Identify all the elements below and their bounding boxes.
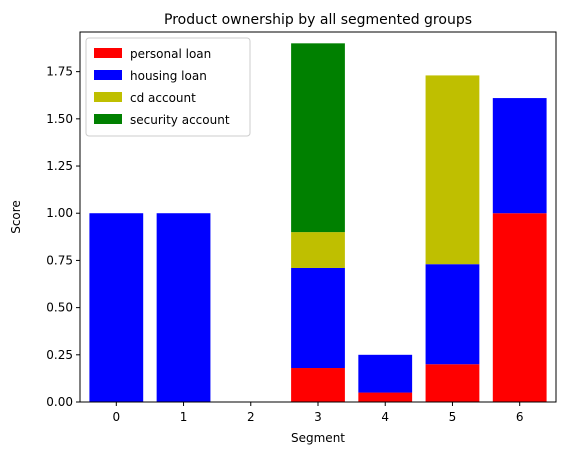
legend-swatch [94,48,122,58]
x-tick-label: 5 [449,410,457,424]
y-axis: 0.00 0.25 0.50 0.75 1.00 1.25 1.50 1.75 [46,65,80,409]
y-tick-label: 0.75 [46,253,73,267]
legend-swatch [94,70,122,80]
bar-housing-loan-3 [291,267,345,369]
legend-entry: security account [130,113,230,127]
x-tick-label: 0 [112,410,120,424]
x-tick-label: 6 [516,410,524,424]
y-axis-label: Score [9,200,23,234]
y-tick-label: 0.25 [46,348,73,362]
chart-title: Product ownership by all segmented group… [164,12,472,28]
legend-entry: housing loan [130,69,207,83]
bar-cd-account-3 [291,232,345,268]
x-tick-label: 1 [180,410,188,424]
bar-housing-loan-6 [492,98,547,214]
bar-security-account-3 [291,43,345,233]
y-tick-label: 1.50 [46,112,73,126]
x-axis-label: Segment [291,431,345,445]
bars-group [89,43,547,402]
bar-personal-loan-5 [425,364,480,402]
y-tick-label: 0.00 [46,395,73,409]
bar-personal-loan-4 [358,392,413,402]
bar-housing-loan-0 [89,213,144,402]
bar-housing-loan-5 [425,264,480,365]
legend-swatch [94,92,122,102]
legend: personal loan housing loan cd account secur… [85,37,251,137]
y-tick-label: 0.50 [46,301,73,315]
y-tick-label: 1.75 [46,65,73,79]
x-tick-label: 4 [381,410,389,424]
bar-housing-loan-1 [156,213,211,402]
y-tick-label: 1.00 [46,206,73,220]
x-axis: 0 1 2 3 4 5 6 [112,402,524,424]
bar-personal-loan-3 [291,368,345,402]
bar-cd-account-5 [425,75,480,265]
bar-housing-loan-4 [358,354,413,393]
legend-swatch [94,114,122,124]
x-tick-label: 3 [314,410,322,424]
y-tick-label: 1.25 [46,159,73,173]
x-tick-label: 2 [247,410,255,424]
legend-box [85,37,251,137]
bar-personal-loan-6 [492,213,547,402]
legend-entry: personal loan [130,47,211,61]
legend-entry: cd account [130,91,196,105]
plot-frame [79,31,557,403]
